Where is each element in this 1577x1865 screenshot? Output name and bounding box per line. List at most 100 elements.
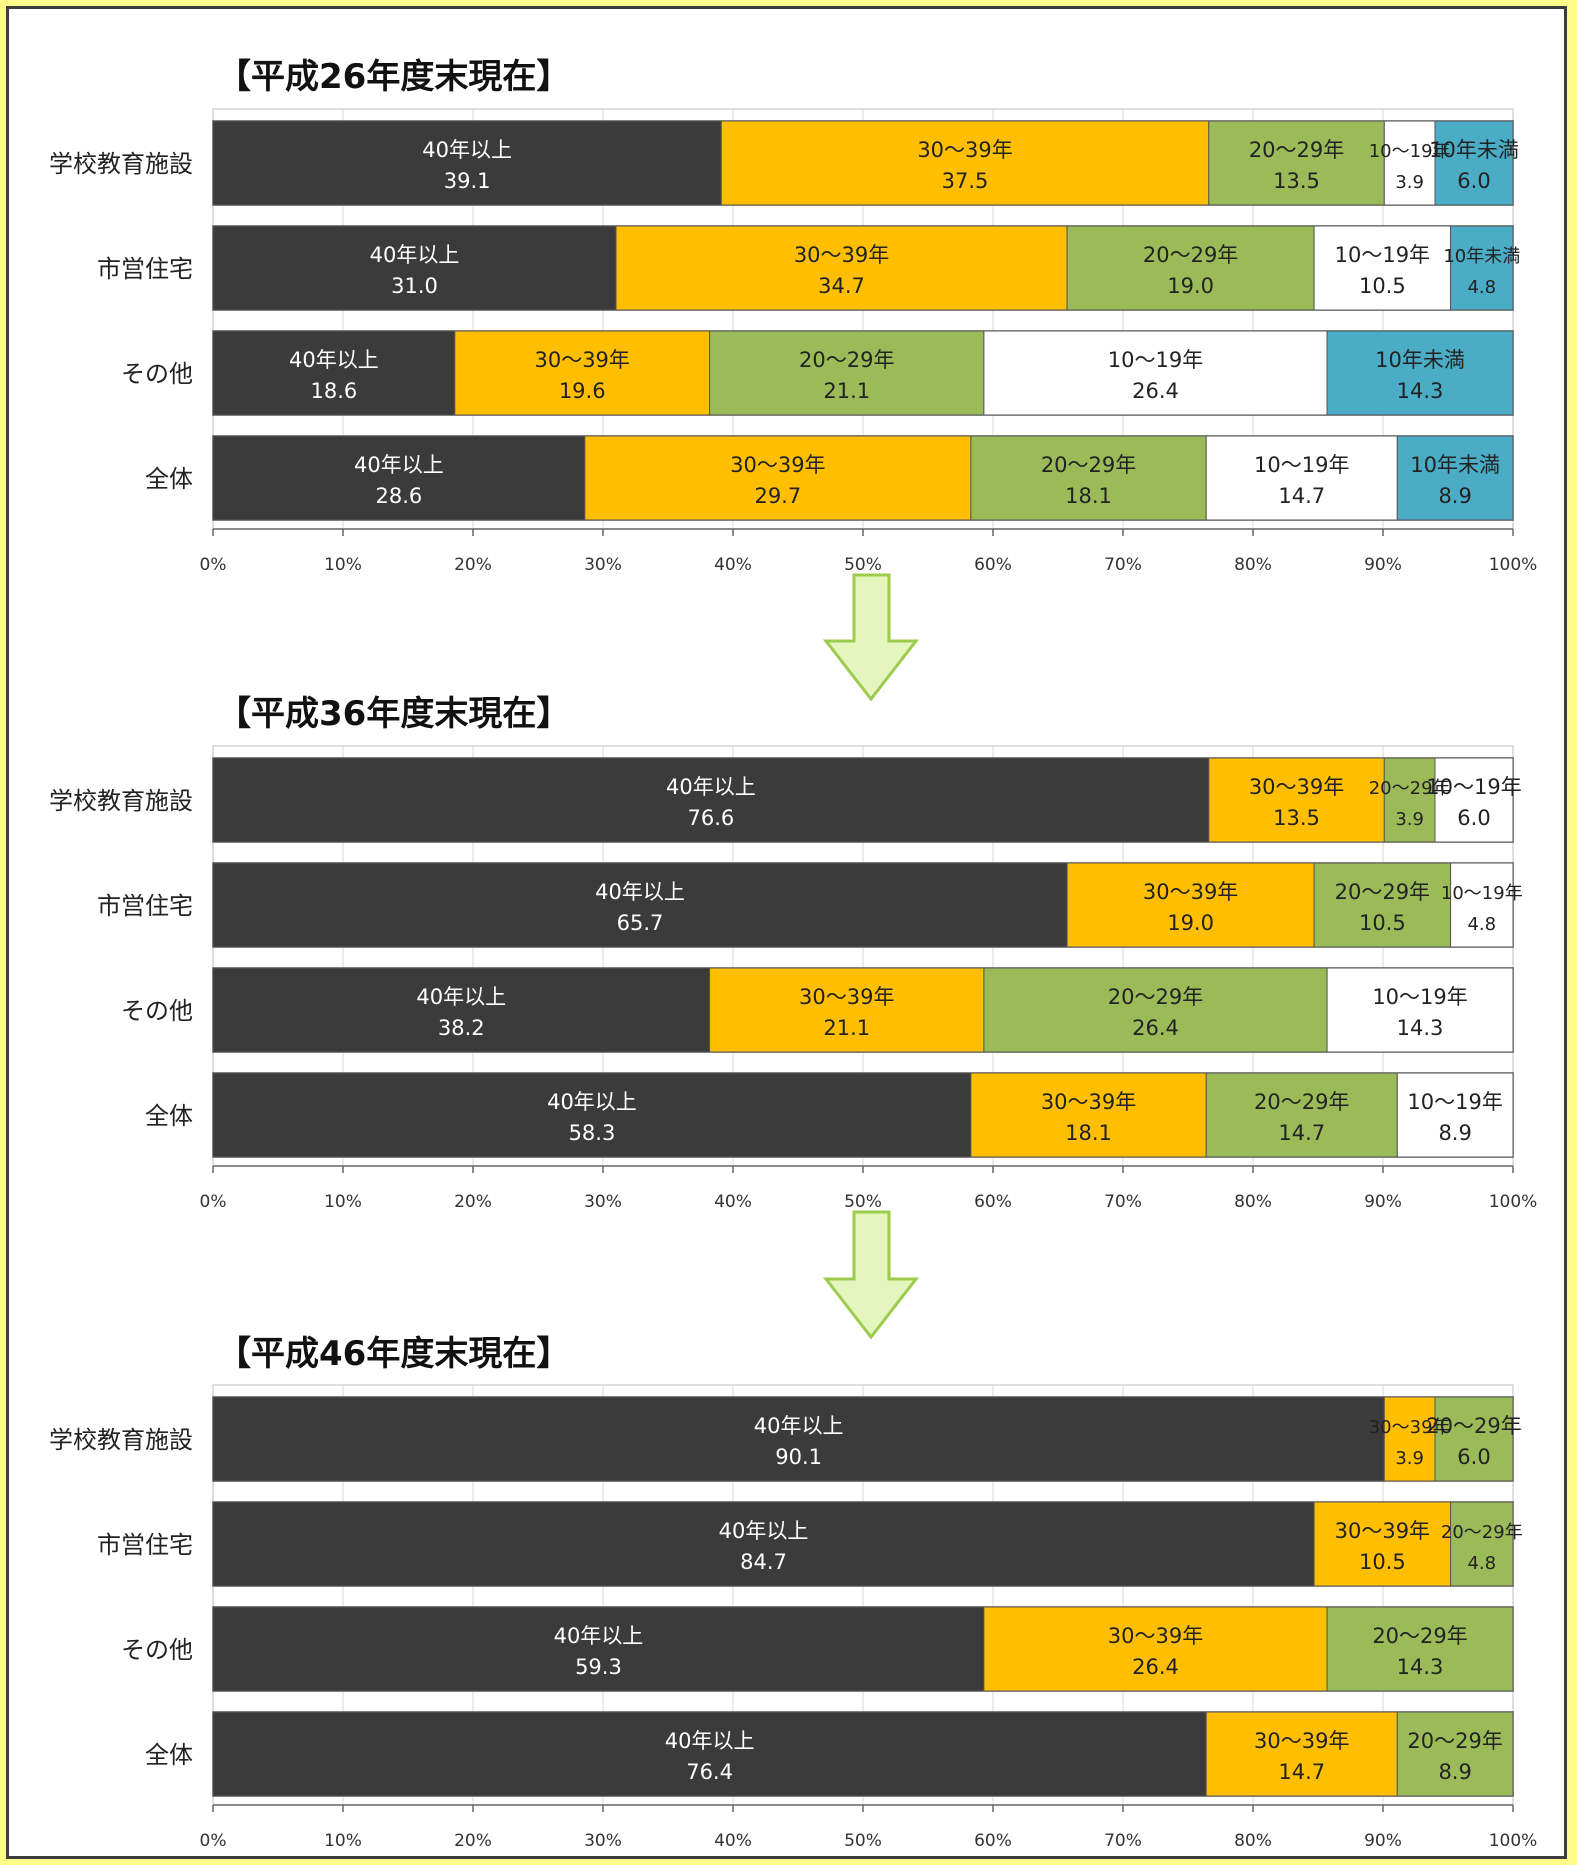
bar-segment: [1205, 1072, 1398, 1158]
tick-label: 0%: [200, 555, 227, 575]
tick-label: 10%: [324, 555, 362, 575]
segment-name-label: 40年以上: [354, 453, 444, 477]
tick-label: 50%: [844, 1831, 882, 1851]
tick-label: 100%: [1489, 1192, 1538, 1212]
segment-name-label: 30〜39年: [1143, 880, 1238, 904]
data-label: 8.9: [1438, 484, 1471, 508]
data-label: 19.6: [559, 379, 606, 403]
category-label: 学校教育施設: [49, 150, 193, 178]
data-label: 14.7: [1278, 484, 1325, 508]
segment-name-label: 20〜29年: [1426, 1414, 1521, 1438]
segment-name-label: 10〜19年: [1372, 985, 1467, 1009]
bar-segment: [709, 330, 985, 416]
category-label: 市営住宅: [97, 255, 193, 283]
segment-name-label: 10年未満: [1443, 246, 1520, 267]
data-label: 84.7: [740, 1550, 787, 1574]
category-label: 学校教育施設: [49, 787, 193, 815]
data-label: 10.5: [1359, 1550, 1406, 1574]
bar-segment: [1208, 757, 1385, 843]
category-label: その他: [121, 1636, 193, 1664]
data-label: 6.0: [1457, 169, 1490, 193]
segment-name-label: 10年未満: [1410, 453, 1500, 477]
tick-label: 80%: [1234, 1831, 1272, 1851]
data-label: 39.1: [444, 169, 491, 193]
tick-label: 20%: [454, 555, 492, 575]
category-label: 市営住宅: [97, 892, 193, 920]
bar-segment: [1396, 1072, 1514, 1158]
segment-name-label: 10〜19年: [1108, 348, 1203, 372]
data-label: 28.6: [376, 484, 423, 508]
data-label: 38.2: [438, 1016, 485, 1040]
data-label: 21.1: [823, 379, 870, 403]
category-label: その他: [121, 360, 193, 388]
data-label: 65.7: [617, 911, 664, 935]
data-label: 14.7: [1278, 1760, 1325, 1784]
segment-name-label: 40年以上: [547, 1090, 637, 1114]
segment-name-label: 40年以上: [554, 1624, 644, 1648]
bar-segment: [1450, 225, 1514, 311]
data-label: 19.0: [1167, 911, 1214, 935]
bar-segment: [1450, 1501, 1514, 1587]
data-label: 8.9: [1438, 1760, 1471, 1784]
segment-name-label: 40年以上: [665, 1729, 755, 1753]
data-label: 26.4: [1132, 379, 1179, 403]
tick-label: 70%: [1104, 1192, 1142, 1212]
bar-segment: [983, 1606, 1328, 1692]
segment-name-label: 10年未満: [1375, 348, 1465, 372]
tick-label: 90%: [1364, 1192, 1402, 1212]
tick-label: 30%: [584, 1192, 622, 1212]
tick-label: 40%: [714, 1192, 752, 1212]
segment-name-label: 30〜39年: [799, 985, 894, 1009]
tick-label: 70%: [1104, 555, 1142, 575]
category-label: 全体: [145, 465, 193, 493]
bar-segment: [584, 435, 972, 521]
tick-label: 100%: [1489, 1831, 1538, 1851]
segment-name-label: 20〜29年: [1041, 453, 1136, 477]
bar-segment: [1383, 120, 1436, 206]
chart-panel: 学校教育施設 40年以上76.630〜39年13.520〜29年3.910〜19年…: [49, 745, 1538, 1212]
segment-name-label: 40年以上: [416, 985, 506, 1009]
bar-segment: [454, 330, 711, 416]
segment-name-label: 30〜39年: [1249, 775, 1344, 799]
bar-segment: [1313, 225, 1452, 311]
tick-label: 50%: [844, 1192, 882, 1212]
segment-name-label: 20〜29年: [1335, 880, 1430, 904]
stacked-bar-charts: 学校教育施設 40年以上 39.1 30〜39年 37.5 20〜29年 13.5 10〜19…: [49, 108, 1538, 1851]
bar-segment: [1396, 1711, 1514, 1797]
tick-label: 100%: [1489, 555, 1538, 575]
tick-label: 30%: [584, 1831, 622, 1851]
segment-name-label: 30〜39年: [1108, 1624, 1203, 1648]
bar-segment: [1313, 1501, 1452, 1587]
data-label: 18.1: [1065, 484, 1112, 508]
data-label: 8.9: [1438, 1121, 1471, 1145]
data-label: 14.7: [1278, 1121, 1325, 1145]
bar-segment: [1396, 435, 1514, 521]
data-label: 3.9: [1395, 172, 1424, 193]
chart-frame: 【平成26年度末現在】 【平成36年度末現在】 【平成46年度末現在】 学校教育…: [6, 6, 1567, 1859]
category-label: 市営住宅: [97, 1531, 193, 1559]
segment-name-label: 10年未満: [1429, 138, 1519, 162]
segment-name-label: 20〜29年: [1369, 778, 1451, 799]
tick-label: 60%: [974, 1831, 1012, 1851]
segment-name-label: 40年以上: [422, 138, 512, 162]
bar-segment: [212, 757, 1210, 843]
segment-name-label: 40年以上: [719, 1519, 809, 1543]
bar-segment: [212, 1396, 1385, 1482]
tick-label: 20%: [454, 1831, 492, 1851]
tick-label: 90%: [1364, 555, 1402, 575]
data-label: 37.5: [942, 169, 989, 193]
tick-label: 80%: [1234, 555, 1272, 575]
bar-segment: [1066, 225, 1315, 311]
bar-segment: [212, 967, 711, 1053]
segment-name-label: 10〜19年: [1254, 453, 1349, 477]
bar-segment: [1434, 757, 1514, 843]
bar-segment: [212, 1501, 1315, 1587]
category-label: その他: [121, 997, 193, 1025]
segment-name-label: 30〜39年: [1041, 1090, 1136, 1114]
tick-label: 10%: [324, 1831, 362, 1851]
segment-name-label: 10〜19年: [1441, 883, 1523, 904]
bar-segment: [1326, 1606, 1514, 1692]
segment-name-label: 20〜29年: [1441, 1522, 1523, 1543]
tick-label: 50%: [844, 555, 882, 575]
tick-label: 0%: [200, 1192, 227, 1212]
